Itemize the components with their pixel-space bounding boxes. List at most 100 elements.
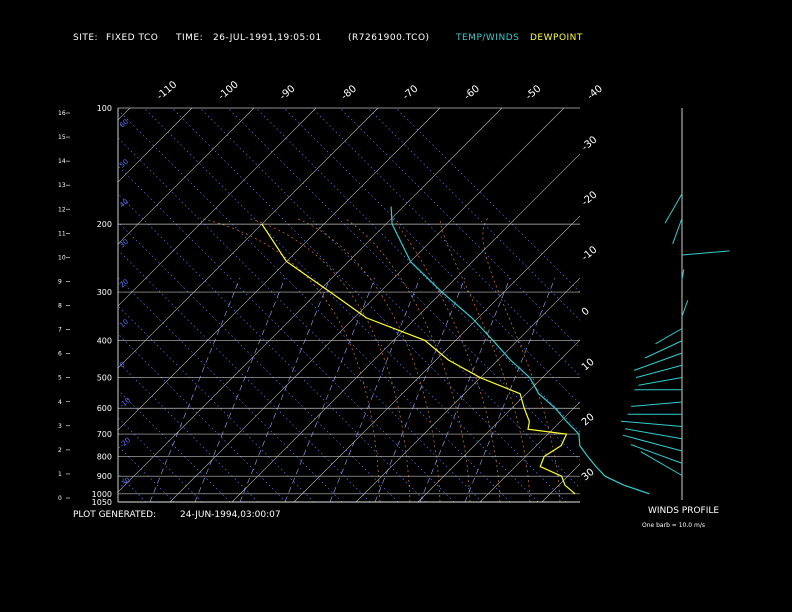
height-tick-label: 14 [58,158,66,165]
moist-adiabat-line [344,218,470,502]
top-temp-label: -80 [339,83,359,102]
height-tick-label: 4 [58,399,62,406]
dry-adiabat-line [0,0,62,502]
dry-adiabat-label: 0 [118,361,127,370]
right-temp-label: 10 [580,357,597,374]
wind-barb-shaft [639,378,683,386]
wind-barb-shaft [682,300,688,316]
pressure-label: 700 [97,430,112,439]
pressure-label: 1050 [92,498,112,507]
dry-adiabat-line [0,0,202,502]
dry-adiabat-line [0,0,90,502]
mixing-ratio-line [195,278,285,502]
pressure-label: 900 [97,472,112,481]
height-tick-label: 0 [58,495,62,502]
height-tick-label: 12 [58,206,66,213]
top-temp-label: -70 [401,83,421,102]
right-temp-label: 20 [580,412,597,429]
height-tick-label: 1 [58,471,62,478]
right-temp-label: 0 [580,306,592,319]
moist-adiabat-line [440,218,530,502]
dry-adiabat-line [0,0,510,502]
top-temp-label: -50 [524,83,544,102]
mixing-ratio-line [240,278,330,502]
dry-adiabat-line [0,0,482,502]
wind-barb-shaft [634,353,682,370]
height-tick-label: 5 [58,375,62,382]
isotherm-line [108,108,502,502]
mixing-ratio-line [330,278,420,502]
dry-adiabat-label: -30 [118,476,132,489]
wind-barb-shaft [656,329,683,344]
dry-adiabat-line [134,0,734,502]
wind-barb-shaft [665,194,682,223]
dry-adiabat-line [0,0,538,502]
dry-adiabat-label: 10 [118,318,130,330]
dry-adiabat-label: 40 [118,198,130,210]
dry-adiabat-label: 20 [118,278,130,290]
wind-barb-shaft [673,218,682,244]
height-tick-label: 6 [58,351,62,358]
isotherm-line [46,108,440,502]
dry-adiabat-label: -10 [118,396,132,409]
temperature-profile-line [391,207,649,494]
wind-barb-shaft [682,251,729,255]
dry-adiabat-line [0,0,230,502]
dry-adiabat-line [0,0,258,502]
height-tick-label: 13 [58,182,66,189]
dry-adiabat-line [50,0,650,502]
isotherm-line [666,108,792,502]
dry-adiabat-line [0,0,314,502]
right-temp-label: -20 [580,189,600,208]
dry-adiabat-line [0,0,370,502]
isotherm-line [728,108,792,502]
dry-adiabat-line [0,0,342,502]
moist-adiabat-line [248,218,410,502]
pressure-label: 600 [97,404,112,413]
dry-adiabat-label: 60 [118,118,130,130]
dry-adiabat-line [0,0,426,502]
wind-barb-shaft [621,421,682,426]
isotherm-line [0,108,6,502]
right-temp-label: -30 [580,134,600,153]
isotherm-line [604,108,792,502]
moist-adiabat-line [392,218,500,502]
right-temp-label: -10 [580,244,600,263]
dry-adiabat-line [0,0,566,502]
top-temp-label: -60 [462,83,482,102]
height-tick-label: 2 [58,447,62,454]
dry-adiabat-line [0,0,146,502]
height-tick-label: 9 [58,278,62,285]
height-tick-label: 11 [58,230,66,237]
height-tick-label: 15 [58,134,66,141]
dry-adiabat-line [0,0,174,502]
isotherm-line [418,108,792,502]
isotherm-line [480,108,792,502]
top-temp-label: -90 [278,83,298,102]
diagram-lines [0,0,792,502]
moist-adiabat-line [296,218,440,502]
mixing-ratio-line [150,278,240,502]
isotherm-line [356,108,750,502]
dry-adiabat-line [22,0,622,502]
pressure-label: 200 [97,220,112,229]
dry-adiabat-label: 30 [118,238,130,250]
pressure-label: 400 [97,336,112,345]
right-temp-label: 30 [580,467,597,484]
height-tick-label: 8 [58,303,62,310]
dry-adiabat-line [0,0,6,502]
isotherm-line [0,108,316,502]
isotherm-line [294,108,688,502]
moist-adiabat-line [200,218,380,502]
top-temp-label: -100 [216,79,240,102]
height-tick-label: 10 [58,254,66,261]
isotherm-line [0,108,192,502]
pressure-label: 800 [97,452,112,461]
wind-barb-shaft [631,402,682,406]
height-tick-label: 16 [58,110,66,117]
top-temp-label: -110 [155,79,179,102]
isotherm-line [0,108,378,502]
pressure-label: 300 [97,288,112,297]
dewpoint-profile-line [262,224,575,494]
isotherm-line [0,108,130,502]
